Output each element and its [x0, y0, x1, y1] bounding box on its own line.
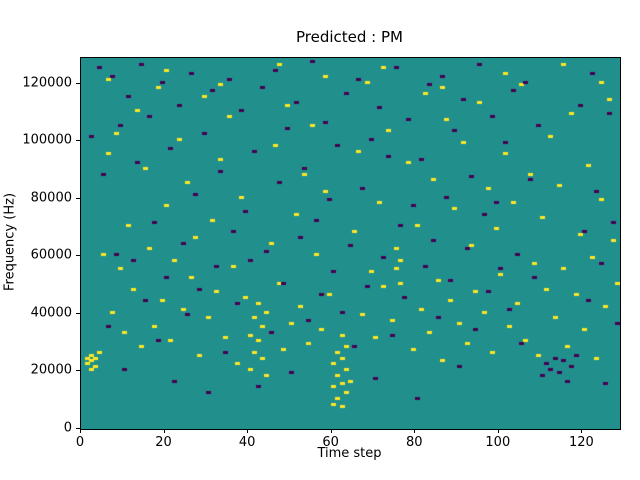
x-tick-mark	[163, 429, 165, 433]
y-tick-label: 20000	[30, 362, 72, 378]
y-axis-label: Frequency (Hz)	[2, 192, 18, 292]
y-tick-label: 60000	[30, 247, 72, 263]
y-tick-mark	[76, 197, 80, 199]
x-tick-label: 20	[155, 435, 172, 450]
x-tick-label: 60	[322, 435, 339, 450]
x-tick-label: 0	[75, 435, 85, 450]
y-tick-mark	[76, 140, 80, 142]
y-tick-label: 100000	[22, 132, 72, 148]
y-tick-mark	[76, 255, 80, 257]
x-axis-label: Time step	[317, 446, 382, 461]
x-tick-label: 120	[568, 435, 594, 450]
heatmap-canvas	[81, 58, 620, 429]
y-tick-mark	[76, 82, 80, 84]
x-tick-mark	[414, 429, 416, 433]
y-tick-label: 0	[63, 420, 72, 436]
y-tick-label: 80000	[30, 190, 72, 206]
heatmap-plot-area	[80, 57, 621, 430]
x-tick-mark	[497, 429, 499, 433]
chart-title: Predicted : PM	[296, 28, 403, 46]
y-tick-label: 120000	[22, 75, 72, 91]
y-tick-mark	[76, 370, 80, 372]
y-tick-label: 40000	[30, 305, 72, 321]
x-tick-mark	[247, 429, 249, 433]
x-tick-label: 100	[485, 435, 511, 450]
y-tick-mark	[76, 312, 80, 314]
x-tick-mark	[80, 429, 81, 433]
x-tick-mark	[581, 429, 583, 433]
x-tick-label: 40	[238, 435, 256, 450]
y-tick-mark	[76, 428, 80, 429]
x-tick-mark	[330, 429, 332, 433]
x-tick-label: 80	[405, 435, 423, 450]
